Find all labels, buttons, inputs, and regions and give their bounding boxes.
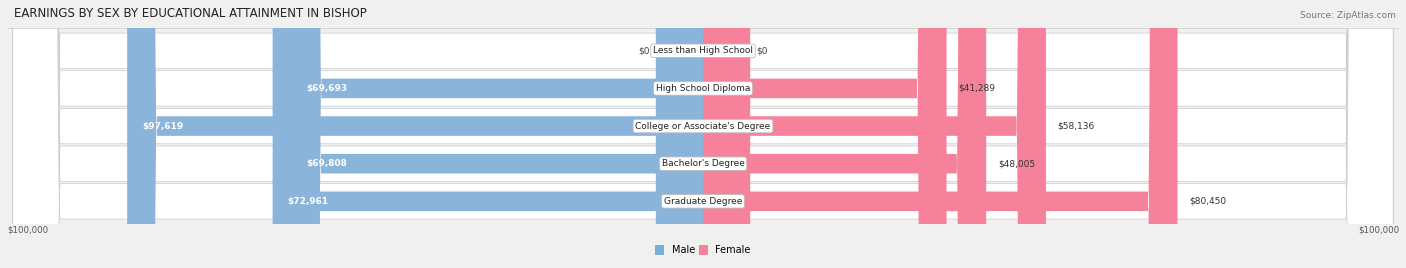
FancyBboxPatch shape [703, 0, 751, 268]
Text: $0: $0 [638, 46, 650, 55]
Text: $48,005: $48,005 [998, 159, 1035, 168]
Text: Less than High School: Less than High School [652, 46, 754, 55]
FancyBboxPatch shape [13, 0, 1393, 268]
FancyBboxPatch shape [703, 0, 1046, 268]
FancyBboxPatch shape [127, 0, 703, 268]
Legend: Male, Female: Male, Female [651, 241, 755, 259]
FancyBboxPatch shape [703, 0, 986, 268]
Text: $69,693: $69,693 [307, 84, 347, 93]
FancyBboxPatch shape [13, 0, 1393, 268]
Text: EARNINGS BY SEX BY EDUCATIONAL ATTAINMENT IN BISHOP: EARNINGS BY SEX BY EDUCATIONAL ATTAINMEN… [14, 8, 367, 20]
Text: $72,961: $72,961 [287, 197, 329, 206]
Text: $69,808: $69,808 [307, 159, 347, 168]
Text: $41,289: $41,289 [959, 84, 995, 93]
Text: $80,450: $80,450 [1189, 197, 1226, 206]
FancyBboxPatch shape [655, 0, 703, 268]
Text: Graduate Degree: Graduate Degree [664, 197, 742, 206]
FancyBboxPatch shape [13, 0, 1393, 268]
FancyBboxPatch shape [13, 0, 1393, 268]
Text: $97,619: $97,619 [142, 122, 183, 131]
Text: Bachelor's Degree: Bachelor's Degree [662, 159, 744, 168]
Text: $100,000: $100,000 [1358, 226, 1399, 235]
Text: College or Associate's Degree: College or Associate's Degree [636, 122, 770, 131]
Text: Source: ZipAtlas.com: Source: ZipAtlas.com [1301, 11, 1396, 20]
Text: $58,136: $58,136 [1057, 122, 1095, 131]
FancyBboxPatch shape [273, 0, 703, 268]
Text: $100,000: $100,000 [7, 226, 48, 235]
Text: $0: $0 [756, 46, 768, 55]
FancyBboxPatch shape [703, 0, 1178, 268]
FancyBboxPatch shape [292, 0, 703, 268]
Text: High School Diploma: High School Diploma [655, 84, 751, 93]
FancyBboxPatch shape [13, 0, 1393, 268]
FancyBboxPatch shape [703, 0, 946, 268]
FancyBboxPatch shape [291, 0, 703, 268]
